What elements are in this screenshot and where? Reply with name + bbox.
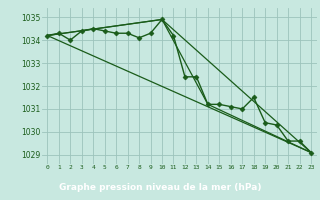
Text: Graphe pression niveau de la mer (hPa): Graphe pression niveau de la mer (hPa): [59, 182, 261, 192]
